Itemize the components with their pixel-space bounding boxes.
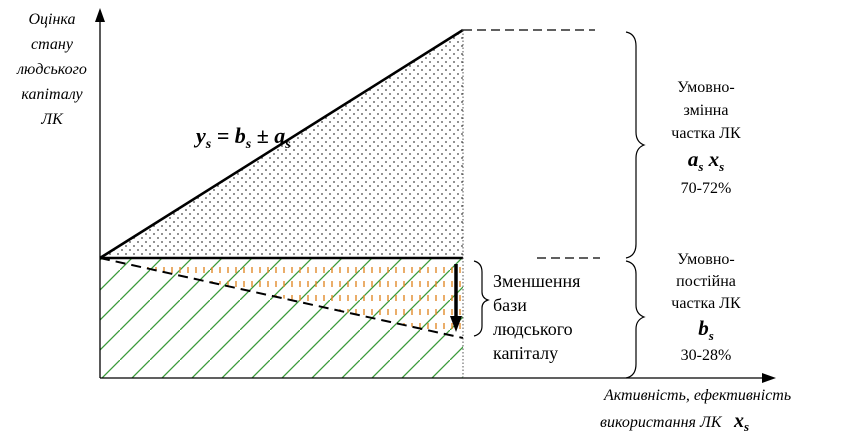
- x-label-symbol: xs: [733, 410, 749, 434]
- y-axis-label: Оцінка стану людського капіталу ЛК: [16, 11, 87, 128]
- reduction-line-1: Зменшення: [493, 271, 580, 291]
- fixed-part-label: Умовно- постійна частка ЛК bs 30-28%: [671, 251, 741, 364]
- reduction-line-3: людського: [493, 319, 573, 339]
- reduction-brace-icon: [473, 260, 490, 337]
- reduction-line-2: бази: [493, 295, 527, 315]
- variable-line-2: змінна: [684, 102, 729, 119]
- reduction-arrow-head-icon: [450, 316, 462, 332]
- fixed-symbol: bs: [698, 316, 714, 343]
- reduction-label: Зменшення бази людського капіталу: [493, 271, 580, 363]
- reduction-line-4: капіталу: [493, 343, 558, 363]
- y-label-line-2: стану: [31, 36, 74, 53]
- y-label-line-4: капіталу: [21, 86, 83, 103]
- variable-line-1: Умовно-: [677, 79, 735, 96]
- formula: ys = bs ± as: [193, 123, 291, 152]
- fixed-line-2: постійна: [676, 273, 736, 290]
- reduced-base-region: [100, 258, 463, 378]
- fixed-percent: 30-28%: [681, 347, 732, 364]
- decline-line: [99, 257, 464, 339]
- variable-part-label: Умовно- змінна частка ЛК as xs 70-72%: [671, 79, 741, 197]
- x-label-line-1: Активність, ефективність: [603, 387, 791, 404]
- x-label-line-2: використання ЛК: [600, 414, 723, 431]
- y-label-line-3: людського: [16, 61, 87, 78]
- y-axis-arrow-icon: [95, 8, 105, 22]
- y-label-line-5: ЛК: [40, 111, 64, 128]
- x-axis-arrow-icon: [762, 373, 776, 383]
- variable-symbol: as xs: [688, 147, 724, 174]
- variable-line-3: частка ЛК: [671, 125, 741, 142]
- y-label-line-1: Оцінка: [28, 11, 75, 28]
- fixed-line-1: Умовно-: [677, 251, 735, 268]
- fixed-brace-icon: [625, 260, 646, 379]
- variable-brace-icon: [625, 31, 646, 259]
- fixed-line-3: частка ЛК: [671, 295, 741, 312]
- capital-line: [99, 28, 464, 260]
- variable-percent: 70-72%: [681, 180, 732, 197]
- x-axis-label: Активність, ефективність використання ЛК…: [600, 387, 791, 434]
